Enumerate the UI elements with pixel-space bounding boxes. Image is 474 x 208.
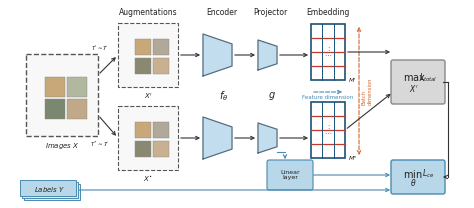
Text: Projector: Projector [253,8,287,17]
FancyBboxPatch shape [45,77,65,97]
Polygon shape [258,123,277,153]
FancyBboxPatch shape [20,180,76,196]
FancyBboxPatch shape [135,141,151,157]
Text: $g$: $g$ [268,90,276,103]
FancyBboxPatch shape [135,39,151,55]
Bar [311,24,345,80]
Text: :: : [327,46,329,52]
Text: $T^{\prime}\sim\mathcal{T}$: $T^{\prime}\sim\mathcal{T}$ [91,42,109,52]
Polygon shape [203,34,232,76]
Text: $M^{\prime\prime}$: $M^{\prime\prime}$ [348,154,358,163]
FancyBboxPatch shape [153,141,169,157]
FancyBboxPatch shape [67,77,87,97]
Text: $f_{\theta}$: $f_{\theta}$ [219,90,229,103]
Text: ⋯: ⋯ [325,53,331,59]
Text: :: : [327,124,329,130]
Text: $L_{total}$: $L_{total}$ [419,72,437,84]
FancyBboxPatch shape [391,160,445,194]
FancyBboxPatch shape [135,122,151,138]
FancyBboxPatch shape [153,58,169,74]
Text: $X^{\prime}$: $X^{\prime}$ [409,83,419,94]
Text: Feature dimension: Feature dimension [302,95,354,100]
FancyBboxPatch shape [118,106,178,170]
Text: Embedding: Embedding [306,8,350,17]
Text: Batch
dimension: Batch dimension [362,77,373,105]
Text: Labels $Y$: Labels $Y$ [34,186,66,194]
FancyBboxPatch shape [45,99,65,119]
Polygon shape [258,40,277,70]
Text: $T^{\bullet}\sim\mathcal{T}$: $T^{\bullet}\sim\mathcal{T}$ [91,139,109,147]
Text: ⋯: ⋯ [325,131,331,137]
Text: $X^{\prime}$: $X^{\prime}$ [144,91,153,101]
FancyBboxPatch shape [267,160,313,190]
FancyBboxPatch shape [118,23,178,87]
Text: $X^{\bullet}$: $X^{\bullet}$ [143,174,153,184]
FancyBboxPatch shape [22,182,78,198]
Text: $L_{ce}$: $L_{ce}$ [422,168,434,180]
FancyBboxPatch shape [24,184,80,200]
Text: Encoder: Encoder [207,8,237,17]
Text: $\theta$: $\theta$ [410,177,416,187]
FancyBboxPatch shape [135,58,151,74]
Text: $\min$: $\min$ [403,168,423,180]
Polygon shape [203,117,232,159]
FancyBboxPatch shape [67,99,87,119]
Text: Linear
layer: Linear layer [280,170,300,180]
Bar [311,102,345,158]
Text: $M^{\prime}$: $M^{\prime}$ [348,76,357,85]
Text: $\max$: $\max$ [402,73,426,83]
FancyBboxPatch shape [153,122,169,138]
FancyBboxPatch shape [153,39,169,55]
FancyBboxPatch shape [26,54,98,136]
FancyBboxPatch shape [391,60,445,104]
Text: Augmentations: Augmentations [118,8,177,17]
Text: Images $X$: Images $X$ [45,141,79,151]
